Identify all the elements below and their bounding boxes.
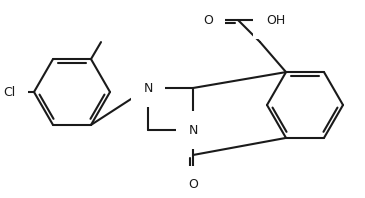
Text: N: N bbox=[143, 82, 153, 94]
Text: OH: OH bbox=[266, 13, 285, 27]
Text: O: O bbox=[203, 13, 213, 27]
Text: Cl: Cl bbox=[3, 86, 15, 98]
Text: O: O bbox=[188, 179, 198, 191]
Text: N: N bbox=[188, 124, 198, 136]
